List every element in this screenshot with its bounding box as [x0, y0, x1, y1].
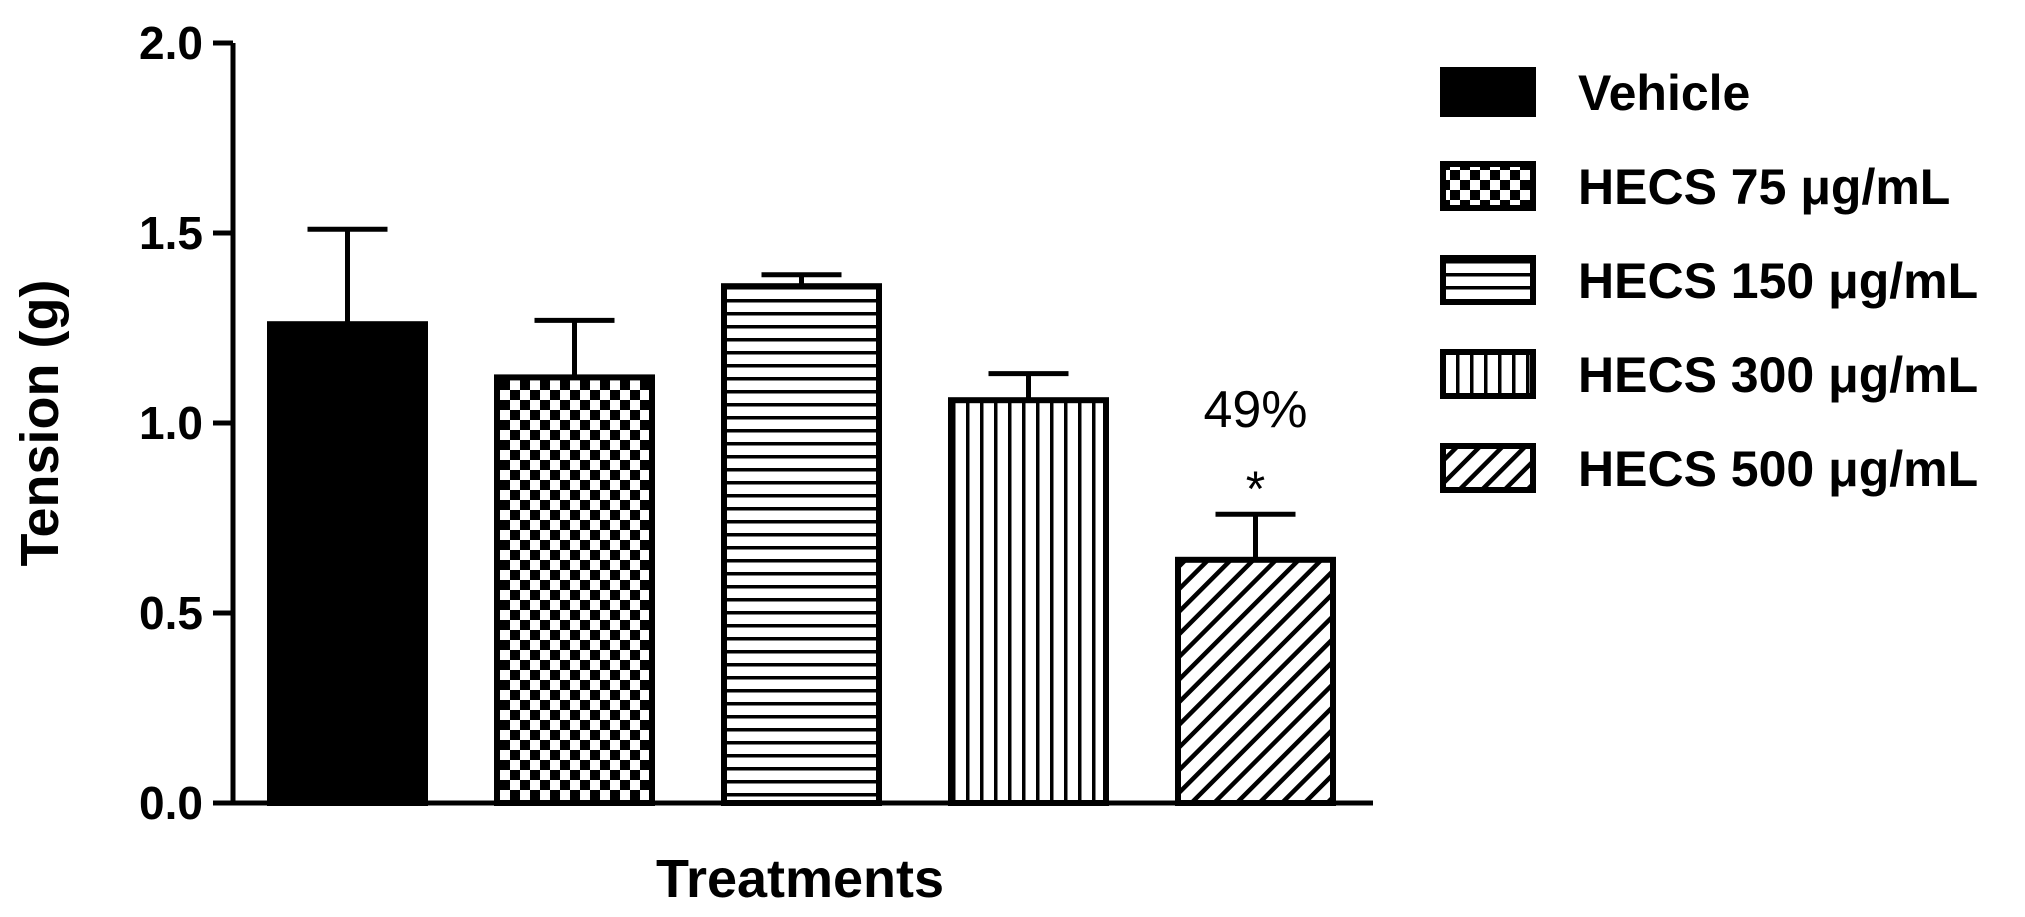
annotations: 49% * [1203, 381, 1307, 517]
legend-swatch [1440, 67, 1536, 117]
legend-label: HECS 300 μg/mL [1578, 347, 1978, 403]
bar-1 [494, 374, 655, 806]
y-ticks: 0.0 0.5 1.0 1.5 2.0 [139, 17, 233, 829]
y-tick-label: 1.0 [139, 397, 203, 449]
bar-0 [267, 321, 428, 806]
bar-4 [1175, 556, 1336, 806]
bars [267, 226, 1336, 806]
legend-label: HECS 500 μg/mL [1578, 441, 1978, 497]
bar-2 [721, 283, 882, 806]
x-axis-title: Treatments [656, 849, 944, 909]
percent-annotation: 49% [1203, 381, 1307, 439]
bar-3 [948, 397, 1109, 806]
legend-swatch [1440, 349, 1536, 399]
legend-label: HECS 75 μg/mL [1578, 159, 1950, 215]
legend-swatch [1440, 161, 1536, 211]
legend-label: HECS 150 μg/mL [1578, 253, 1978, 309]
legend-label: Vehicle [1578, 65, 1750, 121]
legend: Vehicle HECS 75 μg/mL HECS 150 μg/mL HECS 3… [1440, 65, 1978, 497]
axes: 0.0 0.5 1.0 1.5 2.0 Tension (g) Treatments [10, 17, 1373, 909]
y-tick-label: 2.0 [139, 17, 203, 69]
y-axis-title: Tension (g) [10, 280, 70, 567]
legend-swatch [1440, 255, 1536, 305]
legend-swatch [1440, 443, 1536, 493]
y-tick-label: 1.5 [139, 207, 203, 259]
y-tick-label: 0.5 [139, 587, 203, 639]
significance-asterisk: * [1246, 461, 1265, 517]
y-tick-label: 0.0 [139, 777, 203, 829]
